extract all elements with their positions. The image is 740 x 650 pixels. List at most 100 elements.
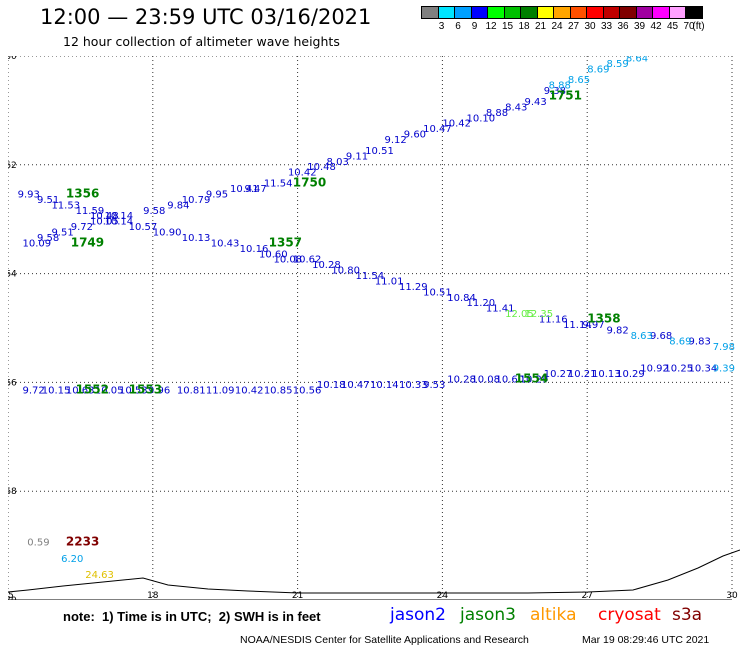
wave-height-value: 10.51: [365, 146, 394, 157]
legend-label: 15: [501, 21, 514, 32]
legend-swatch: [635, 6, 653, 19]
wave-height-value: 9.82: [607, 325, 629, 336]
wave-height-value: 12.35: [524, 309, 553, 320]
legend-label: 42: [650, 21, 662, 32]
wave-height-value: 10.81: [177, 385, 206, 396]
lon-tick-label: 30: [726, 591, 738, 600]
footer-note: note: 1) Time is in UTC; 2) SWH is in fe…: [63, 609, 321, 624]
wave-height-value: 10.08: [273, 255, 302, 266]
legend-swatch: [520, 6, 538, 19]
legend-label: 30: [584, 21, 596, 32]
lat-tick-label: -64: [8, 270, 17, 280]
wave-height-value: 10.16: [240, 244, 269, 255]
wave-height-value: 11.09: [206, 385, 235, 396]
satellite-label-jason3: jason3: [460, 605, 516, 625]
wave-height-value: 9.43: [524, 97, 546, 108]
wave-height-value: 10.09: [22, 238, 51, 249]
satellite-label-cryosat: cryosat: [598, 605, 661, 625]
legend-label: 39: [633, 21, 646, 32]
legend-unit: (ft): [692, 21, 705, 32]
wave-height-value: 9.96: [148, 385, 170, 396]
wave-height-value: 10.84: [447, 293, 476, 304]
wave-height-value: 9.39: [713, 364, 735, 375]
lat-tick-label: -62: [8, 161, 17, 171]
wave-height-value: 10.25: [664, 364, 693, 375]
wave-height-value: 10.56: [293, 385, 322, 396]
legend-swatch: [652, 6, 670, 19]
wave-height-value: 8.43: [505, 102, 527, 113]
wave-height-value: 9.95: [206, 189, 228, 200]
altimeter-map: -60-62-64-66-68-701518212427309.939.5111…: [8, 56, 740, 600]
wave-height-value: 9.83: [689, 336, 711, 347]
wave-height-value: 10.34: [689, 364, 718, 375]
wave-height-value: 11.20: [467, 298, 496, 309]
wave-height-value: 10.53: [119, 385, 148, 396]
wave-height-value: 10.29: [616, 369, 645, 380]
legend-label: 12: [485, 21, 497, 32]
legend-labels: 3 6 9 12 15 18 21 24 27 30 33 36 39 42 45 70 (ft): [422, 21, 705, 35]
wave-height-value: 10.62: [293, 255, 322, 266]
wave-height-value: 11.54: [264, 179, 293, 190]
wave-height-value: 10.57: [129, 222, 158, 233]
wave-height-value: 8.59: [607, 59, 629, 70]
wave-height-value: 10.60: [259, 249, 288, 260]
legend-swatch: [586, 6, 604, 19]
legend-label: 18: [518, 21, 530, 32]
wave-height-value: 0.59: [27, 538, 49, 549]
wave-height-value: 8.88: [486, 108, 508, 119]
wave-height-value: 9.47: [245, 184, 267, 195]
wave-height-value: 10.42: [288, 168, 317, 179]
wave-height-value: 9.93: [18, 189, 40, 200]
legend-label: 33: [600, 21, 613, 32]
legend-label: 6: [455, 21, 461, 32]
map-title: 12:00 — 23:59 UTC 03/16/2021: [40, 5, 372, 29]
wave-height-value: 9.51: [51, 228, 73, 239]
wave-height-value: 10.05: [90, 217, 119, 228]
wave-height-value: 9.97: [582, 320, 604, 331]
pass-time-label: 1554: [515, 371, 548, 385]
legend-swatch: [536, 6, 554, 19]
legend-label: 9: [471, 21, 478, 32]
lon-tick-label: 15: [8, 591, 14, 600]
pass-time-label: 1552: [76, 382, 109, 396]
wave-height-value: 10.41: [230, 184, 259, 195]
wave-height-value: 10.15: [42, 385, 71, 396]
satellite-label-jason2: jason2: [390, 605, 446, 625]
wave-height-value: 8.65: [568, 75, 590, 86]
legend-swatch: [602, 6, 620, 19]
wave-height-value: 10.60: [495, 374, 524, 385]
map-subtitle: 12 hour collection of altimeter wave hei…: [63, 34, 340, 49]
pass-time-label: 2233: [66, 535, 99, 549]
lon-tick-label: 24: [437, 591, 449, 600]
legend-swatch: [470, 6, 488, 19]
legend-label: 70: [683, 21, 695, 32]
satellite-label-altika: altika: [530, 605, 577, 625]
legend-swatch: [685, 6, 703, 19]
wave-height-value: 10.14: [370, 380, 399, 391]
credit-text: NOAA/NESDIS Center for Satellite Applica…: [240, 634, 529, 646]
wave-height-value: 11.01: [375, 276, 404, 287]
legend-label: 24: [551, 21, 563, 32]
legend-swatch: [487, 6, 505, 19]
wave-height-value: 9.72: [71, 222, 93, 233]
wave-height-value: 11.41: [486, 304, 515, 315]
wave-height-value: 9.68: [650, 331, 672, 342]
wave-height-value: 10.33: [399, 380, 428, 391]
wave-height-value: 9.38: [544, 86, 566, 97]
wave-height-value: 10.08: [471, 374, 500, 385]
wave-height-value: 7.98: [713, 342, 735, 353]
legend-swatch: [553, 6, 571, 19]
wave-height-value: 24.63: [85, 570, 114, 581]
wave-height-value: 8.88: [549, 81, 571, 92]
legend-swatch: [454, 6, 472, 19]
wave-height-value: 6.20: [61, 554, 83, 565]
wave-height-value: 10.85: [264, 385, 293, 396]
wave-height-value: 10.14: [105, 217, 134, 228]
lat-tick-label: -60: [8, 56, 17, 62]
wave-height-value: 8.03: [327, 157, 349, 168]
wave-height-value: 9.12: [384, 135, 406, 146]
legend-label: 27: [567, 21, 580, 32]
legend-label: 21: [534, 21, 547, 32]
wave-height-value: 9.11: [346, 151, 368, 162]
wave-height-value: 10.29: [520, 374, 549, 385]
